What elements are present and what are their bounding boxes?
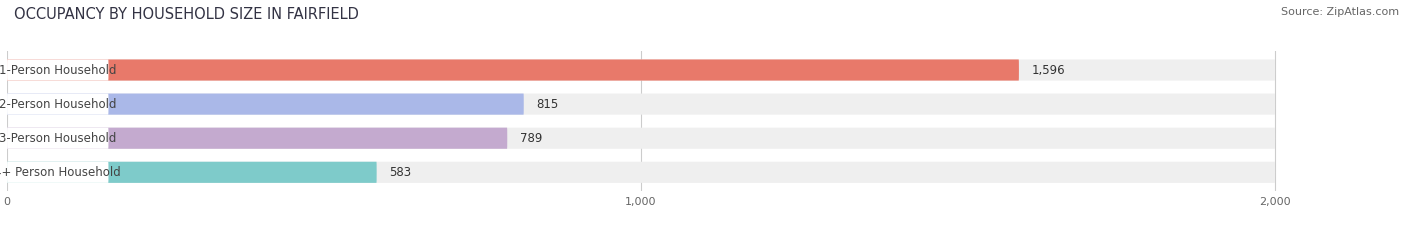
Text: 1,596: 1,596 — [1032, 64, 1066, 76]
Text: 4+ Person Household: 4+ Person Household — [0, 166, 121, 179]
FancyBboxPatch shape — [7, 93, 524, 115]
FancyBboxPatch shape — [7, 59, 108, 81]
Text: OCCUPANCY BY HOUSEHOLD SIZE IN FAIRFIELD: OCCUPANCY BY HOUSEHOLD SIZE IN FAIRFIELD — [14, 7, 359, 22]
FancyBboxPatch shape — [7, 93, 108, 115]
FancyBboxPatch shape — [7, 162, 108, 183]
Text: 583: 583 — [389, 166, 412, 179]
Text: 815: 815 — [537, 98, 558, 111]
FancyBboxPatch shape — [7, 59, 1275, 81]
FancyBboxPatch shape — [7, 93, 1275, 115]
Text: 789: 789 — [520, 132, 543, 145]
FancyBboxPatch shape — [7, 59, 1019, 81]
FancyBboxPatch shape — [7, 128, 1275, 149]
Text: 2-Person Household: 2-Person Household — [0, 98, 117, 111]
Text: 3-Person Household: 3-Person Household — [0, 132, 117, 145]
FancyBboxPatch shape — [7, 162, 377, 183]
Text: Source: ZipAtlas.com: Source: ZipAtlas.com — [1281, 7, 1399, 17]
FancyBboxPatch shape — [7, 128, 108, 149]
FancyBboxPatch shape — [7, 128, 508, 149]
Text: 1-Person Household: 1-Person Household — [0, 64, 117, 76]
FancyBboxPatch shape — [7, 162, 1275, 183]
